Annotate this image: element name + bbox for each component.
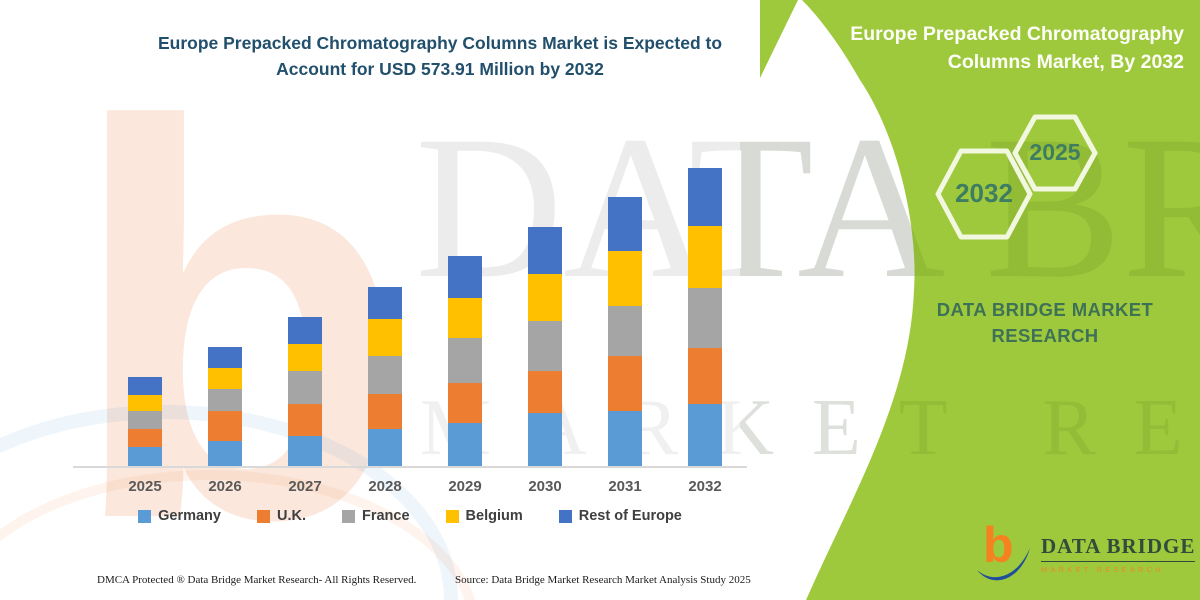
- brand-text: DATA BRIDGE MARKET RESEARCH: [905, 297, 1185, 349]
- bar-2030: [528, 226, 562, 466]
- bar-2027-segment-rest-of-europe: [288, 316, 322, 345]
- green-panel-shape: [760, 0, 1200, 600]
- bar-2029: [448, 256, 482, 466]
- legend-item-germany: Germany: [138, 508, 221, 524]
- chart-title: Europe Prepacked Chromatography Columns …: [90, 30, 790, 82]
- data-bridge-logo-icon: b: [977, 518, 1030, 581]
- bar-2025-segment-u-k: [128, 428, 162, 447]
- bar-2026-segment-belgium: [208, 367, 242, 390]
- bar-2028-segment-rest-of-europe: [368, 286, 402, 320]
- legend-label-belgium: Belgium: [465, 508, 523, 524]
- bar-2028-segment-france: [368, 355, 402, 394]
- bar-2030-segment-germany: [528, 412, 562, 466]
- chart-title-line1: Europe Prepacked Chromatography Columns …: [157, 33, 723, 53]
- bar-2025-segment-rest-of-europe: [128, 377, 162, 395]
- panel-title: Europe Prepacked Chromatography Columns …: [824, 20, 1184, 76]
- bar-2032-segment-rest-of-europe: [688, 167, 722, 226]
- legend-item-rest-of-europe: Rest of Europe: [558, 508, 682, 524]
- x-axis-label-2026: 2026: [208, 478, 242, 495]
- logo-name: DATA BRIDGE: [1041, 534, 1196, 562]
- legend-swatch-rest-of-europe: [558, 509, 572, 523]
- forecast-hexagons: 2032 2025: [935, 114, 1098, 240]
- bar-2026-segment-rest-of-europe: [208, 346, 242, 368]
- bar-2027: [288, 316, 322, 466]
- bar-2027-segment-belgium: [288, 344, 322, 372]
- bar-2032-segment-u-k: [688, 347, 722, 405]
- legend-swatch-belgium: [445, 509, 459, 523]
- bar-2025-segment-germany: [128, 447, 162, 466]
- bar-2030-segment-u-k: [528, 370, 562, 413]
- bar-2029-segment-u-k: [448, 382, 482, 423]
- chart-title-line2: Account for USD 573.91 Million by 2032: [276, 59, 604, 79]
- bar-2025: [128, 377, 162, 466]
- x-axis-label-2028: 2028: [368, 478, 402, 495]
- bar-2031-segment-u-k: [608, 356, 642, 411]
- legend: Germany U.K. France Belgium Rest of Europe: [60, 508, 760, 524]
- bar-2026-segment-germany: [208, 441, 242, 466]
- legend-item-france: France: [341, 508, 410, 524]
- bar-2030-segment-france: [528, 320, 562, 371]
- bar-2027-segment-france: [288, 371, 322, 404]
- bar-2031-segment-rest-of-europe: [608, 197, 642, 251]
- green-panel-body: [802, 0, 1200, 600]
- bar-2032-segment-france: [688, 287, 722, 348]
- legend-label-france: France: [361, 508, 410, 524]
- hexagon-2025-label: 2025: [1029, 139, 1080, 165]
- bar-2029-segment-germany: [448, 422, 482, 466]
- legend-swatch-france: [341, 509, 355, 523]
- x-axis-label-2029: 2029: [448, 478, 482, 495]
- bar-2031: [608, 197, 642, 466]
- legend-label-rest-of-europe: Rest of Europe: [578, 508, 682, 524]
- bar-2031-segment-germany: [608, 411, 642, 466]
- bar-2032-segment-germany: [688, 404, 722, 466]
- logo-subtitle: MARKET RESEARCH: [1041, 565, 1164, 574]
- green-panel-top-sliver: [760, 0, 798, 78]
- bar-2028-segment-u-k: [368, 393, 402, 430]
- hexagon-2032-icon: [935, 148, 1033, 240]
- legend-label-u-k: U.K.: [276, 508, 306, 524]
- bar-2029-segment-rest-of-europe: [448, 256, 482, 298]
- x-axis-label-2030: 2030: [528, 478, 562, 495]
- bar-2028-segment-germany: [368, 429, 402, 466]
- x-axis-label-2027: 2027: [288, 478, 322, 495]
- legend-swatch-u-k: [256, 509, 270, 523]
- source-note: Source: Data Bridge Market Research Mark…: [455, 574, 751, 586]
- bar-2026-segment-u-k: [208, 411, 242, 441]
- bar-2029-segment-france: [448, 337, 482, 383]
- x-axis-label-2032: 2032: [688, 478, 722, 495]
- data-bridge-logo: b DATA BRIDGE MARKET RESEARCH: [975, 518, 1196, 582]
- bar-2027-segment-germany: [288, 436, 322, 466]
- brand-text-line1: DATA BRIDGE MARKET: [936, 299, 1154, 320]
- x-axis-label-2031: 2031: [608, 478, 642, 495]
- bar-2031-segment-france: [608, 306, 642, 356]
- bar-2030-segment-rest-of-europe: [528, 226, 562, 274]
- bar-2026: [208, 346, 242, 466]
- legend-label-germany: Germany: [158, 508, 221, 524]
- bar-2027-segment-u-k: [288, 403, 322, 436]
- bar-2028: [368, 286, 402, 466]
- hexagon-2025-icon: [1012, 114, 1098, 192]
- bar-2032: [688, 167, 722, 466]
- x-axis-line: [73, 466, 747, 468]
- panel-title-line2: Columns Market, By 2032: [947, 51, 1184, 73]
- bar-2032-segment-belgium: [688, 225, 722, 288]
- bar-2025-segment-belgium: [128, 394, 162, 412]
- bar-2029-segment-belgium: [448, 297, 482, 338]
- legend-item-u-k: U.K.: [256, 508, 306, 524]
- legend-item-belgium: Belgium: [445, 508, 523, 524]
- brand-text-line2: RESEARCH: [991, 325, 1099, 346]
- svg-text:b: b: [983, 518, 1014, 573]
- bar-2025-segment-france: [128, 411, 162, 429]
- bar-2031-segment-belgium: [608, 251, 642, 306]
- dmca-notice: DMCA Protected ® Data Bridge Market Rese…: [97, 574, 417, 586]
- legend-swatch-germany: [138, 509, 152, 523]
- bar-2026-segment-france: [208, 389, 242, 411]
- x-axis-label-2025: 2025: [128, 478, 162, 495]
- bar-2030-segment-belgium: [528, 273, 562, 321]
- hexagon-2032-label: 2032: [955, 178, 1013, 208]
- panel-title-line1: Europe Prepacked Chromatography: [850, 23, 1184, 45]
- bar-2028-segment-belgium: [368, 319, 402, 356]
